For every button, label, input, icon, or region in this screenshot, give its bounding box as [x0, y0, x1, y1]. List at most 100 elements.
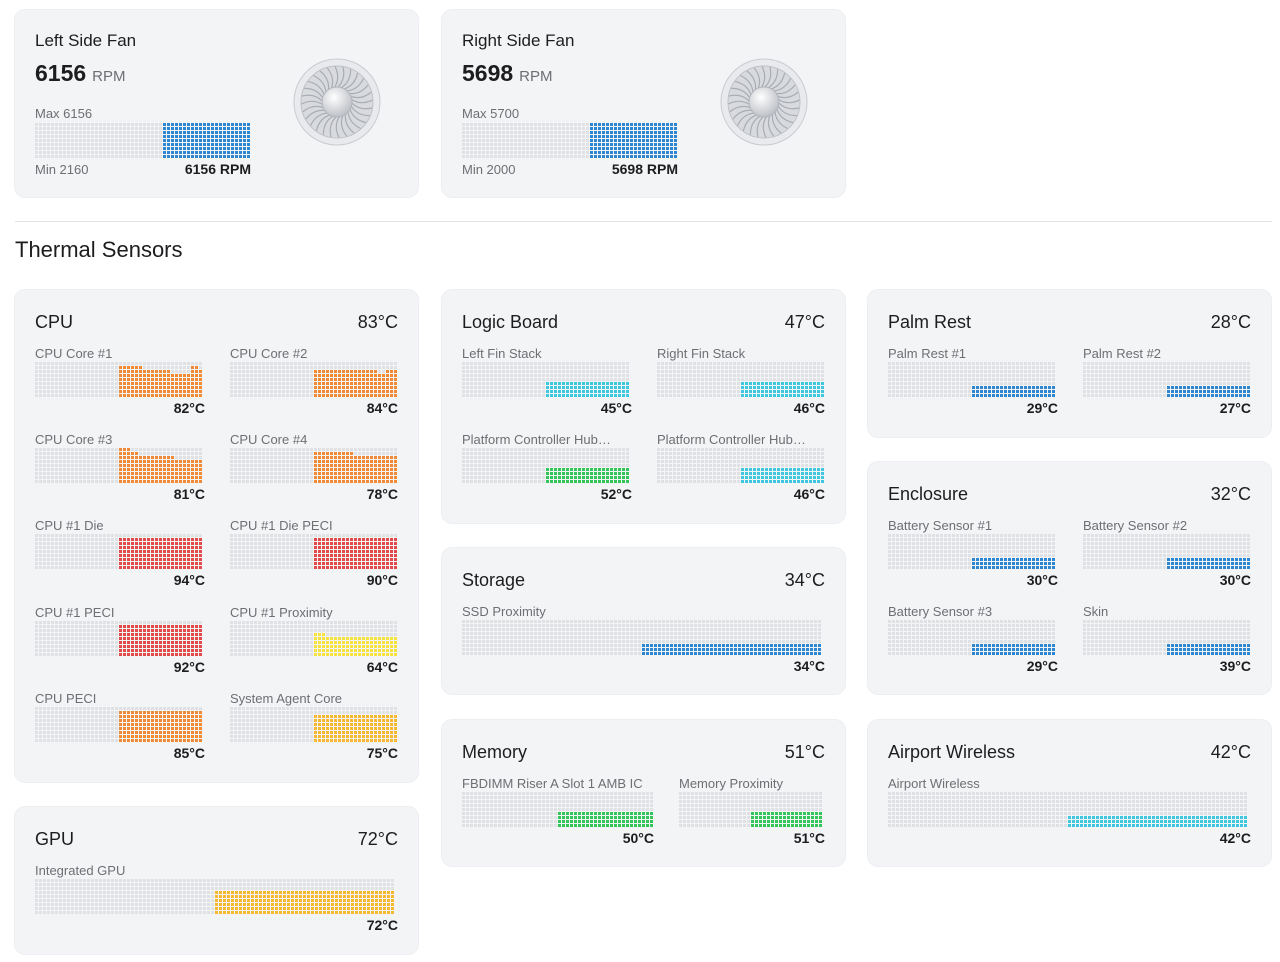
history-column: [378, 374, 381, 397]
history-column: [793, 468, 796, 483]
history-column: [614, 382, 617, 397]
history-column: [127, 448, 130, 483]
history-column: [761, 382, 764, 397]
history-column: [350, 370, 353, 397]
history-column: [797, 468, 800, 483]
history-column: [390, 538, 393, 569]
history-column: [779, 812, 782, 827]
history-column: [1216, 816, 1219, 827]
history-column: [346, 637, 349, 656]
history-column: [1231, 558, 1234, 569]
history-column: [155, 538, 158, 569]
group-temperature: 28°C: [1210, 312, 1251, 332]
fan-current-value: 6156 RPM: [184, 161, 251, 177]
history-column: [1200, 816, 1203, 827]
sensor-value: 34°C: [793, 658, 825, 674]
history-column: [1076, 816, 1079, 827]
history-column: [382, 374, 385, 397]
history-column: [390, 456, 393, 483]
history-column: [690, 644, 693, 655]
sensor-history-bar: [888, 792, 1247, 827]
sensor-label: Battery Sensor #1: [888, 518, 993, 533]
history-column: [167, 625, 170, 656]
sensor-group-storage: Storage 34°C SSD Proximity 34°C: [442, 548, 845, 694]
history-column: [1243, 386, 1246, 397]
history-column: [1231, 386, 1234, 397]
history-column: [972, 386, 975, 397]
history-column: [805, 382, 808, 397]
history-column: [1199, 386, 1202, 397]
group-title: CPU: [35, 312, 74, 332]
history-column: [175, 460, 178, 483]
history-column: [630, 812, 633, 827]
history-fill: [751, 812, 822, 827]
history-column: [821, 382, 824, 397]
history-column: [1180, 816, 1183, 827]
history-column: [1012, 558, 1015, 569]
history-column: [678, 644, 681, 655]
history-column: [794, 644, 797, 655]
history-column: [159, 538, 162, 569]
history-column: [119, 538, 122, 569]
history-column: [809, 468, 812, 483]
sensor-value: 29°C: [1026, 658, 1058, 674]
fan-bar-grid: [35, 123, 250, 158]
sensor-label: Battery Sensor #3: [888, 604, 993, 619]
history-column: [757, 468, 760, 483]
group-title: Enclosure: [888, 484, 969, 504]
sensor-label: CPU #1 Die PECI: [230, 518, 333, 533]
history-column: [191, 538, 194, 569]
history-column: [366, 538, 369, 569]
history-column: [366, 637, 369, 656]
history-column: [1036, 558, 1039, 569]
history-column: [183, 374, 186, 397]
history-column: [606, 812, 609, 827]
history-column: [753, 468, 756, 483]
history-column: [702, 644, 705, 655]
history-column: [183, 625, 186, 656]
history-column: [1008, 386, 1011, 397]
history-column: [215, 891, 218, 914]
history-column: [383, 891, 386, 914]
sensor-platform-controller-hub-2: Platform Controller Hub… 46°C: [657, 432, 825, 504]
history-column: [582, 468, 585, 483]
history-column: [390, 637, 393, 656]
history-column: [745, 468, 748, 483]
history-column: [195, 460, 198, 483]
history-column: [334, 370, 337, 397]
history-column: [758, 644, 761, 655]
history-column: [139, 456, 142, 483]
history-column: [394, 456, 397, 483]
history-column: [1183, 558, 1186, 569]
history-column: [976, 644, 979, 655]
sensor-battery-2: Battery Sensor #2 30°C: [1083, 518, 1251, 590]
history-column: [231, 891, 234, 914]
history-column: [996, 386, 999, 397]
history-column: [1000, 386, 1003, 397]
fan-min-label: Min 2160: [35, 162, 89, 177]
history-column: [334, 715, 337, 742]
history-column: [346, 715, 349, 742]
sensor-cpu-peci: CPU PECI 85°C: [35, 691, 205, 763]
history-column: [135, 711, 138, 742]
history-column: [1231, 644, 1234, 655]
sensor-label: CPU #1 Die: [35, 518, 104, 533]
history-column: [980, 386, 983, 397]
history-column: [339, 891, 342, 914]
history-column: [650, 812, 653, 827]
history-column: [366, 456, 369, 483]
sensor-history-bar: [35, 448, 202, 483]
history-column: [1219, 558, 1222, 569]
history-column: [1240, 816, 1243, 827]
history-column: [167, 370, 170, 397]
history-column: [362, 538, 365, 569]
history-column: [706, 644, 709, 655]
history-fill: [314, 715, 397, 742]
history-column: [1040, 644, 1043, 655]
history-column: [362, 637, 365, 656]
history-column: [155, 711, 158, 742]
history-column: [167, 538, 170, 569]
history-column: [314, 370, 317, 397]
history-column: [710, 644, 713, 655]
history-column: [167, 456, 170, 483]
